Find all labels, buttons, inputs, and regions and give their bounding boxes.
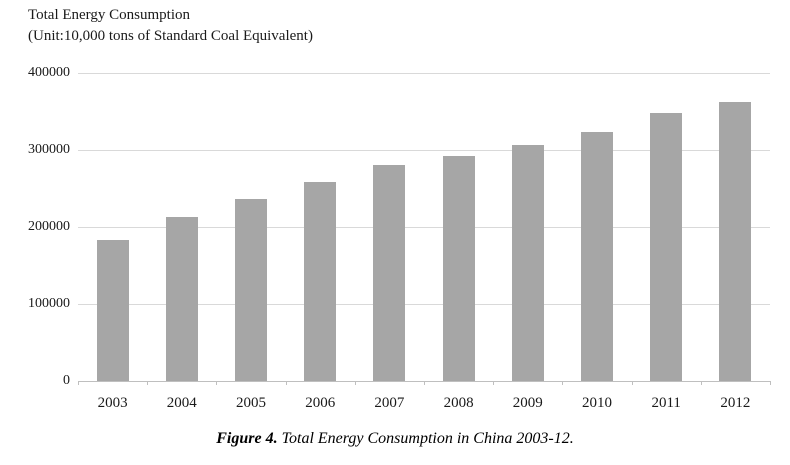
x-axis-tick-label-2009: 2009 [512, 395, 543, 411]
y-axis-tick-label-400000: 400000 [28, 65, 70, 80]
bar-2003 [96, 240, 129, 381]
x-axis-tick-label-2011: 2011 [651, 395, 681, 411]
figure-caption-text: Total Energy Consumption in China 2003-1… [277, 430, 574, 447]
x-axis-tick [147, 381, 149, 385]
gridline-y-200000 [78, 226, 770, 228]
figure-caption: Figure 4. Total Energy Consumption in Ch… [0, 430, 790, 448]
y-axis-tick-label-0: 0 [63, 373, 70, 388]
x-axis-tick-label-2005: 2005 [235, 395, 266, 411]
gridline-y-300000 [78, 149, 770, 151]
bar-2011 [650, 113, 683, 381]
bar-2008 [442, 156, 475, 381]
gridline-y-100000 [78, 303, 770, 305]
x-axis-tick [424, 381, 425, 385]
x-axis-tick-label-2008: 2008 [443, 395, 474, 411]
bar-2010 [581, 131, 613, 381]
gridline-y-400000 [78, 72, 770, 74]
x-axis-tick [770, 381, 771, 385]
bar-2004 [165, 217, 198, 381]
bar-2012 [719, 102, 752, 381]
bar-chart-plot-area [78, 72, 771, 385]
x-axis-tick-label-2010: 2010 [581, 395, 612, 411]
x-axis-tick [562, 381, 564, 385]
x-axis-tick [78, 381, 79, 385]
bar-2005 [235, 199, 267, 381]
bar-2007 [373, 165, 406, 381]
x-axis-tick [493, 381, 495, 385]
y-axis-tick-label-100000: 100000 [28, 296, 70, 311]
x-axis-tick [631, 381, 633, 385]
x-axis-tick [216, 381, 218, 385]
y-axis-tick-label-200000: 200000 [28, 219, 70, 234]
x-axis-tick [285, 381, 287, 385]
x-axis-tick-label-2006: 2006 [305, 395, 336, 411]
x-axis-tick-label-2003: 2003 [97, 395, 128, 411]
x-axis-tick-label-2004: 2004 [166, 395, 197, 411]
x-axis-tick [354, 381, 356, 385]
figure-caption-label: Figure 4. [216, 430, 278, 447]
bar-2009 [511, 145, 544, 381]
x-axis-tick [700, 381, 702, 385]
y-axis-tick-label-300000: 300000 [28, 142, 70, 157]
x-axis-tick-label-2012: 2012 [720, 395, 751, 411]
x-axis-tick-label-2007: 2007 [374, 395, 405, 411]
bar-2006 [304, 181, 337, 381]
chart-header: Total Energy Consumption (Unit:10,000 to… [28, 5, 313, 47]
chart-unit-label: (Unit:10,000 tons of Standard Coal Equiv… [28, 28, 313, 44]
chart-title: Total Energy Consumption [28, 7, 190, 23]
